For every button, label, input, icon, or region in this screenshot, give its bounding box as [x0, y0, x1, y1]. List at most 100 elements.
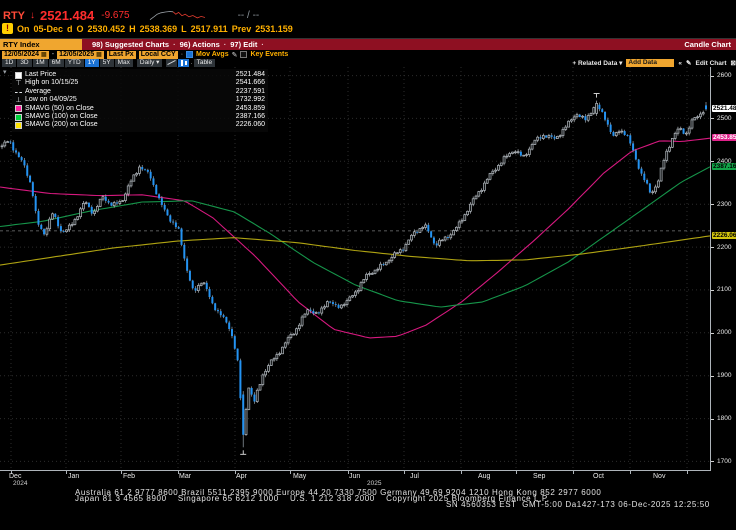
- edit-chart-button[interactable]: Edit Chart: [695, 59, 727, 67]
- legend-row[interactable]: Last Price 2521.484: [15, 71, 265, 79]
- high-value: 2538.369: [139, 23, 178, 34]
- period-tab-1y[interactable]: 1Y: [84, 59, 99, 67]
- x-axis-tick: [348, 471, 349, 474]
- x-axis-tick: [687, 471, 688, 474]
- period-tab-max[interactable]: Max: [114, 59, 133, 67]
- price-field-select[interactable]: Last Px: [106, 50, 136, 59]
- high-label: H: [129, 23, 136, 34]
- period-tab-1m[interactable]: 1M: [32, 59, 48, 67]
- x-axis-year-label: 2025: [367, 480, 382, 487]
- currency-select[interactable]: Local CCY: [138, 50, 178, 59]
- x-axis-tick: [404, 471, 405, 474]
- calendar-icon[interactable]: ▦: [96, 51, 102, 58]
- legend-value: 2387.166: [235, 113, 265, 121]
- period-tab-1d[interactable]: 1D: [2, 59, 17, 67]
- y-axis-tick: [711, 333, 714, 334]
- x-axis-tick: [178, 471, 179, 474]
- period-tab-3d[interactable]: 3D: [17, 59, 32, 67]
- period-tab-ytd[interactable]: YTD: [64, 59, 84, 67]
- legend-collapse-icon[interactable]: ▾: [3, 69, 7, 76]
- y-axis-tick: [711, 161, 714, 162]
- mov-avgs-checkbox[interactable]: [186, 51, 194, 58]
- add-data-input[interactable]: Add Data: [626, 59, 675, 67]
- chart-legend: Last Price 2521.484 ⊤ High on 10/15/25 2541.…: [12, 69, 268, 132]
- x-axis-tick: [66, 471, 67, 474]
- x-axis-tick: [573, 471, 574, 474]
- legend-label: Average: [25, 87, 51, 95]
- y-axis-tick: [711, 76, 714, 77]
- candle-chart-icon[interactable]: [178, 59, 190, 67]
- legend-label: SMAVG (200) on Close: [25, 121, 98, 129]
- last-price: 2521.484: [40, 8, 95, 23]
- legend-label: Low on 04/09/25: [25, 96, 77, 104]
- edit-pencil-icon[interactable]: ✎: [686, 60, 692, 67]
- line-chart-icon[interactable]: [166, 59, 178, 67]
- frequency-flag: d: [67, 23, 73, 34]
- price-badge: 2521.484: [712, 105, 736, 112]
- low-value: 2517.911: [190, 23, 228, 34]
- x-axis-label: Oct: [593, 473, 604, 480]
- related-data-button[interactable]: + Related Data ▾: [572, 59, 622, 67]
- x-axis-tick: [461, 471, 462, 474]
- legend-value: 2541.666: [235, 79, 265, 87]
- key-events-checkbox[interactable]: [240, 51, 248, 58]
- menu-dot: ·: [261, 40, 264, 49]
- legend-row[interactable]: Average 2237.591: [15, 88, 265, 96]
- y-axis-label: 2600: [717, 72, 732, 79]
- related-data-label: + Related Data: [572, 60, 618, 67]
- period-tabs: 1D 3D 1M 6M YTD 1Y 5Y Max: [2, 59, 133, 67]
- legend-row[interactable]: SMAVG (200) on Close 2226.060: [15, 121, 265, 130]
- menu-item-edit[interactable]: 97) Edit: [230, 40, 258, 49]
- legend-row[interactable]: SMAVG (50) on Close 2453.859: [15, 105, 265, 113]
- date-to-input[interactable]: 12/05/2025 ▦: [57, 50, 104, 59]
- x-axis-label: Apr: [236, 473, 247, 480]
- candles: [0, 100, 707, 448]
- news-flag-icon[interactable]: !: [2, 23, 13, 34]
- x-axis-label: Feb: [123, 473, 136, 480]
- open-label: O: [76, 23, 84, 34]
- menu-item-actions[interactable]: 96) Actions: [179, 40, 220, 49]
- legend-row[interactable]: ⊥ Low on 04/09/25 1732.992: [15, 96, 265, 104]
- x-axis-label: Aug: [478, 473, 491, 480]
- open-value: 2530.452: [87, 23, 126, 34]
- pencil-icon[interactable]: ✎: [231, 51, 238, 59]
- low-marker: [240, 450, 247, 455]
- legend-value: 2453.859: [235, 104, 265, 112]
- mov-avgs-label: Mov Avgs: [196, 51, 229, 58]
- close-panel-icon[interactable]: ⊠: [730, 60, 736, 67]
- ticker-symbol: RTY: [3, 9, 25, 22]
- calendar-icon[interactable]: ▦: [41, 51, 47, 58]
- legend-row[interactable]: ⊤ High on 10/15/25 2541.666: [15, 79, 265, 87]
- period-tab-bar: 1D 3D 1M 6M YTD 1Y 5Y Max Daily ▾ · Table + Rel…: [0, 59, 736, 67]
- x-axis-label: Jan: [68, 473, 80, 480]
- screen-title: Candle Chart: [684, 40, 731, 49]
- menu-item-suggested-charts[interactable]: 98) Suggested Charts: [92, 40, 170, 49]
- date-from-value: 12/05/2024: [4, 50, 40, 58]
- date-to-value: 12/05/2025: [59, 50, 95, 58]
- chart-plot-area[interactable]: ▾ Last Price 2521.484 ⊤ High on 10/15/25 254…: [0, 67, 711, 471]
- frequency-select[interactable]: Daily ▾: [136, 59, 163, 67]
- high-marker: [593, 93, 600, 98]
- legend-value: 2521.484: [235, 71, 265, 78]
- candle-chart[interactable]: [0, 67, 710, 470]
- security-field[interactable]: RTY Index: [0, 39, 82, 50]
- period-tab-6m[interactable]: 6M: [48, 59, 64, 67]
- ma-line-50: [0, 137, 710, 339]
- ohlc-line: ! On 05-Dec d O 2530.452 H 2538.369 L 25…: [2, 23, 293, 34]
- x-axis-year-label: 2024: [13, 480, 28, 487]
- chart-settings-row: 12/05/2024 ▦ - 12/05/2025 ▦ Last Px Loca…: [0, 50, 736, 59]
- period-tab-5y[interactable]: 5Y: [99, 59, 114, 67]
- legend-row[interactable]: SMAVG (100) on Close 2387.166: [15, 113, 265, 121]
- price-badge: 2226.060: [712, 232, 736, 239]
- time-axis: Dec Jan Feb Mar Apr May Jun Jul Aug Sep Oct Nov 2024…: [0, 471, 736, 487]
- chevron-down-icon: ▾: [619, 60, 623, 67]
- date-from-input[interactable]: 12/05/2024 ▦: [2, 50, 49, 59]
- frequency-value: Daily: [139, 59, 155, 66]
- x-axis-tick: [516, 471, 517, 474]
- collapse-left-icon[interactable]: «: [678, 59, 683, 67]
- legend-value: 1732.992: [235, 96, 265, 104]
- session-date: 05-Dec: [33, 23, 64, 34]
- table-button[interactable]: Table: [193, 59, 216, 67]
- down-arrow-icon: ↓: [30, 10, 35, 21]
